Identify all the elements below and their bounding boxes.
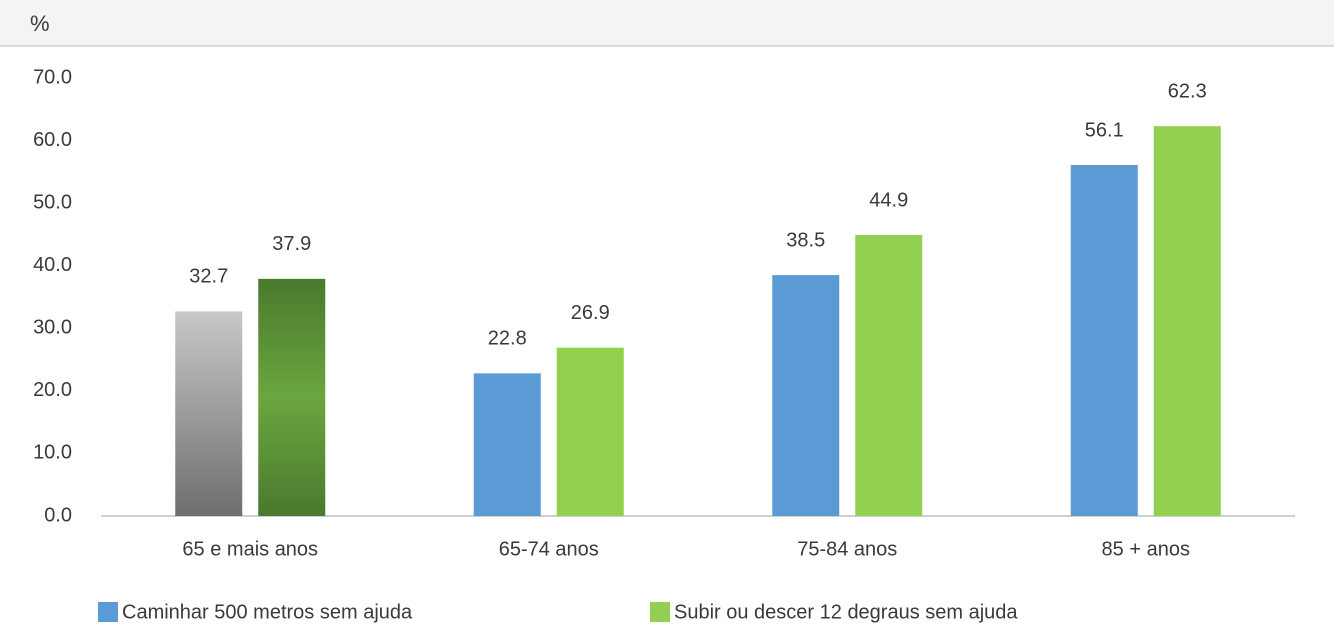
y-tick-label: 40.0	[33, 254, 72, 276]
bar	[175, 311, 243, 516]
value-label: 56.1	[1085, 119, 1124, 141]
bar	[1153, 126, 1221, 517]
y-tick-label: 0.0	[44, 504, 72, 526]
value-label: 37.9	[272, 233, 311, 255]
bar	[556, 347, 624, 516]
value-label: 38.5	[786, 229, 825, 251]
bar	[473, 373, 541, 516]
x-tick-label: 65-74 anos	[499, 538, 599, 560]
bar	[772, 275, 840, 516]
value-label: 44.9	[869, 189, 908, 211]
y-tick-label: 70.0	[33, 66, 72, 88]
x-tick-label: 65 e mais anos	[182, 538, 318, 560]
value-label: 32.7	[189, 266, 228, 288]
y-tick-label: 20.0	[33, 379, 72, 401]
unit-label: %	[30, 11, 50, 36]
value-label: 62.3	[1168, 80, 1207, 102]
y-tick-label: 50.0	[33, 191, 72, 213]
y-tick-label: 60.0	[33, 129, 72, 151]
y-tick-label: 30.0	[33, 317, 72, 339]
value-label: 22.8	[488, 328, 527, 350]
x-tick-label: 85 + anos	[1102, 538, 1190, 560]
y-tick-label: 10.0	[33, 442, 72, 464]
bar	[1070, 164, 1138, 516]
x-tick-label: 75-84 anos	[797, 538, 897, 560]
value-label: 26.9	[571, 302, 610, 324]
legend-label: Subir ou descer 12 degraus sem ajuda	[674, 601, 1018, 623]
legend-label: Caminhar 500 metros sem ajuda	[122, 601, 413, 623]
legend-swatch	[650, 602, 670, 622]
bar	[855, 235, 923, 516]
header-band	[0, 0, 1334, 46]
bar	[258, 278, 326, 516]
legend-swatch	[98, 602, 118, 622]
